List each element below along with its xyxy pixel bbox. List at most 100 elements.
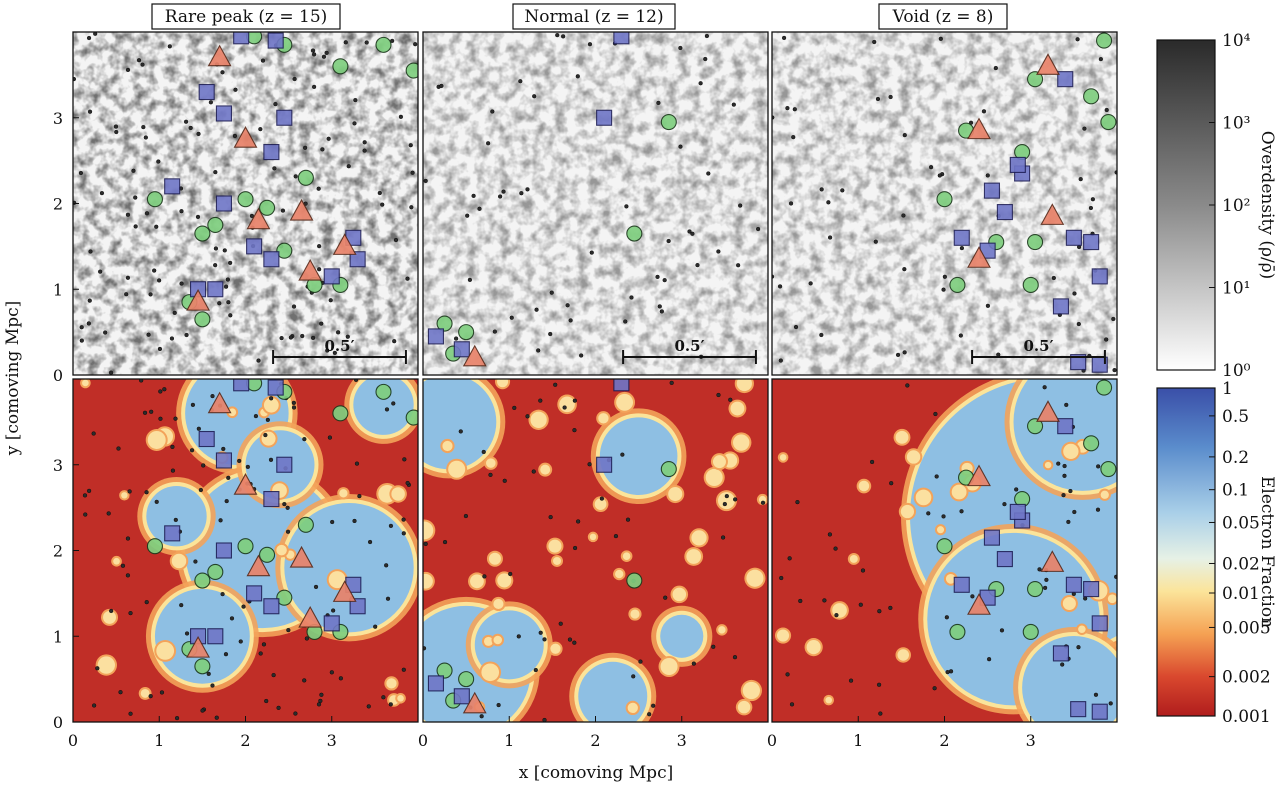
halo-dot — [353, 379, 359, 382]
electron-fraction-tick-label: 0.05 — [1222, 513, 1260, 533]
halo-dot — [82, 493, 88, 498]
halo-dot — [631, 674, 636, 679]
halo-dot — [565, 303, 570, 308]
halo-dot — [779, 575, 784, 581]
halo-dot — [439, 83, 444, 89]
halo-square-marker — [1070, 701, 1087, 718]
halo-dot — [83, 512, 88, 517]
halo-circle-marker — [375, 36, 392, 53]
svg-text:Rare peak (z = 15): Rare peak (z = 15) — [165, 7, 328, 27]
x-tick-label: 0 — [68, 731, 78, 750]
halo-dot — [945, 669, 950, 675]
halo-square-marker — [263, 144, 280, 161]
halo-dot — [148, 292, 153, 297]
x-tick-label: 2 — [240, 731, 250, 750]
halo-dot — [576, 519, 581, 524]
halo-triangle-marker — [207, 44, 232, 67]
halo-dot — [875, 96, 881, 102]
y-tick-label: 1 — [53, 627, 63, 646]
halo-dot — [827, 235, 833, 240]
halo-dot — [1043, 585, 1048, 590]
halo-dot — [384, 407, 390, 412]
halo-dot — [193, 559, 198, 564]
halo-dot — [86, 35, 92, 41]
halo-square-marker — [233, 379, 250, 392]
halo-dot — [189, 448, 195, 453]
halo-dot — [948, 669, 954, 674]
halo-dot — [157, 278, 162, 283]
halo-dot — [226, 300, 231, 305]
halo-square-marker — [349, 251, 366, 268]
halo-dot — [987, 657, 992, 662]
halo-dot — [357, 494, 362, 499]
panel-frame — [771, 31, 1118, 376]
overdensity-tick-label: 10² — [1222, 196, 1250, 216]
halo-square-marker — [1052, 645, 1069, 662]
halo-dot — [118, 690, 123, 695]
halo-dot — [354, 461, 360, 466]
halo-dot — [206, 671, 211, 676]
halo-dot — [346, 164, 351, 169]
halo-dot — [157, 346, 163, 352]
halo-square-marker — [215, 105, 232, 122]
halo-square-marker — [198, 430, 215, 448]
halo-dot — [625, 517, 631, 522]
halo-dot — [385, 596, 391, 601]
halo-circle-marker — [405, 62, 418, 79]
halo-dot — [269, 396, 274, 401]
halo-dot — [125, 275, 131, 280]
halo-dot — [889, 481, 894, 486]
halo-dot — [125, 67, 131, 73]
halo-square-marker — [349, 598, 366, 615]
halo-circle-marker — [237, 191, 254, 208]
halo-dot — [300, 333, 305, 339]
halo-dot — [878, 711, 883, 716]
halo-dot — [542, 637, 547, 642]
halo-dot — [808, 281, 813, 286]
halo-square-marker — [1070, 354, 1087, 371]
halo-dot — [928, 165, 934, 170]
halo-circle-marker — [1027, 418, 1044, 435]
scale-bar-0: 0.5′ — [272, 337, 407, 364]
halo-dot — [184, 332, 189, 338]
halo-dot — [1060, 662, 1065, 667]
y-tick-label: 3 — [53, 456, 63, 475]
halo-dot — [146, 332, 151, 337]
halo-dot — [467, 277, 472, 282]
halo-dot — [792, 107, 797, 112]
halo-dot — [200, 708, 205, 713]
halo-dot — [174, 716, 180, 721]
overdensity-tick-label: 10¹ — [1222, 279, 1250, 299]
halo-dot — [401, 531, 406, 536]
halo-dot — [276, 705, 281, 710]
halo-dot — [136, 58, 142, 63]
x-tick-label: 0 — [418, 731, 428, 750]
halo-dot — [798, 598, 803, 604]
halo-dot — [781, 35, 787, 41]
halo-circle-marker — [1027, 71, 1044, 88]
axis-ticks: 0 1 2 3 0 1 2 3 0 1 2 3 0 1 2 3 0 1 2 3 — [53, 109, 1036, 750]
overdensity-tick-label: 10⁴ — [1222, 31, 1251, 51]
halo-triangle-marker — [1040, 550, 1065, 572]
halo-dot — [538, 398, 543, 403]
halo-square-marker — [1052, 298, 1069, 315]
halo-dot — [663, 595, 668, 600]
scale-bar-label: 0.5′ — [1023, 337, 1053, 355]
halo-dot — [572, 428, 577, 433]
halo-square-marker — [215, 195, 232, 212]
halo-dot — [167, 44, 172, 49]
halo-dot — [256, 358, 261, 363]
halo-dot — [108, 370, 114, 375]
halo-dot — [932, 686, 937, 691]
halo-square-marker — [164, 525, 181, 542]
halo-dot — [536, 348, 541, 353]
halo-dot — [669, 380, 674, 385]
halo-dot — [332, 350, 337, 355]
halo-triangle-marker — [332, 580, 357, 602]
halo-square-marker — [1091, 268, 1108, 285]
halo-dot — [152, 268, 157, 273]
halo-square-marker — [267, 32, 284, 49]
halo-dot — [106, 511, 111, 516]
halo-dot — [170, 444, 175, 450]
halo-dot — [169, 336, 175, 341]
